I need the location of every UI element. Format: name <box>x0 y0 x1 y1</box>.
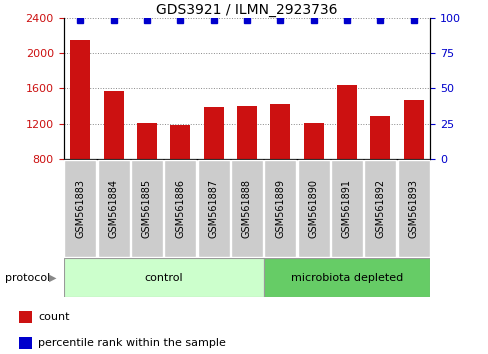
Title: GDS3921 / ILMN_2923736: GDS3921 / ILMN_2923736 <box>156 3 337 17</box>
Text: GSM561890: GSM561890 <box>308 179 318 238</box>
Text: GSM561887: GSM561887 <box>208 179 218 239</box>
Bar <box>336 85 356 159</box>
Bar <box>197 160 229 257</box>
Text: GSM561888: GSM561888 <box>242 179 251 238</box>
Text: GSM561889: GSM561889 <box>275 179 285 238</box>
Bar <box>397 160 429 257</box>
Text: GSM561892: GSM561892 <box>375 179 385 239</box>
Bar <box>70 40 90 159</box>
Text: GSM561893: GSM561893 <box>408 179 418 238</box>
Bar <box>137 124 157 159</box>
Bar <box>170 125 190 159</box>
Bar <box>297 160 329 257</box>
Bar <box>63 258 263 297</box>
Bar <box>403 100 423 159</box>
Bar <box>364 160 395 257</box>
Bar <box>263 258 429 297</box>
Bar <box>264 160 296 257</box>
Bar <box>303 124 323 159</box>
Text: GSM561884: GSM561884 <box>108 179 118 238</box>
Bar <box>237 106 256 159</box>
Bar <box>98 160 129 257</box>
Text: percentile rank within the sample: percentile rank within the sample <box>38 338 225 348</box>
Text: GSM561885: GSM561885 <box>142 179 152 239</box>
Text: ▶: ▶ <box>49 273 56 283</box>
Text: count: count <box>38 312 69 322</box>
Bar <box>270 104 290 159</box>
Text: microbiota depleted: microbiota depleted <box>290 273 402 283</box>
Bar <box>64 160 96 257</box>
Bar <box>369 116 389 159</box>
Bar <box>230 160 263 257</box>
Bar <box>19 311 32 323</box>
Bar <box>203 107 223 159</box>
Bar <box>103 91 123 159</box>
Text: GSM561886: GSM561886 <box>175 179 185 238</box>
Text: GSM561891: GSM561891 <box>341 179 351 238</box>
Text: protocol: protocol <box>5 273 50 283</box>
Text: GSM561883: GSM561883 <box>75 179 85 238</box>
Bar <box>131 160 163 257</box>
Bar <box>19 337 32 349</box>
Bar <box>330 160 362 257</box>
Text: control: control <box>144 273 183 283</box>
Bar <box>164 160 196 257</box>
